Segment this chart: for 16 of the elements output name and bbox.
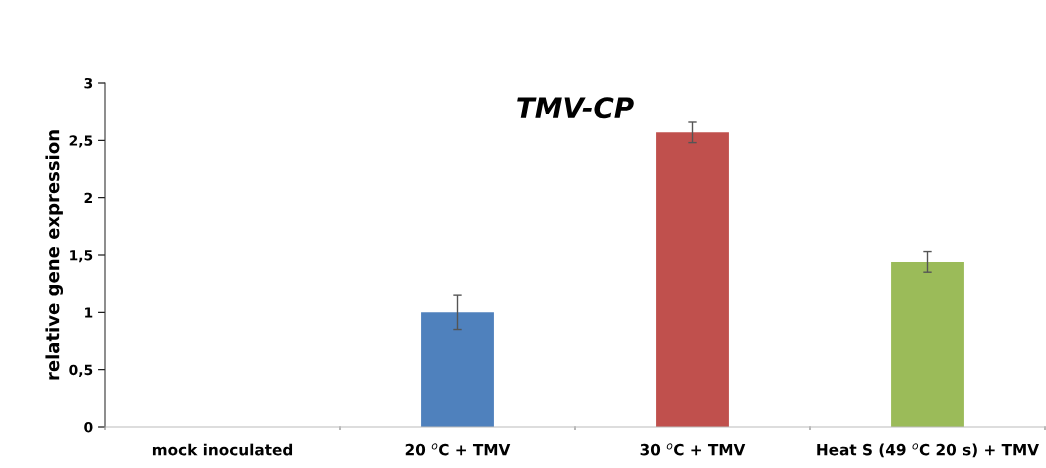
y-tick-label: 1,5 (70, 250, 93, 263)
bar (421, 312, 494, 427)
y-tick-label: 2 (84, 192, 92, 203)
x-tick-label: Heat S (49 $^{o}$C 20 s) + TMV (817, 443, 1039, 458)
y-tick-label: 0,5 (69, 364, 93, 377)
x-tick-label: mock inoculated (152, 443, 293, 456)
chart-title: TMV-CP (517, 97, 634, 119)
y-tick-label: 0 (84, 421, 93, 433)
y-tick-label: 2,5 (69, 135, 93, 148)
y-tick-label: 1 (85, 307, 93, 318)
y-axis-title: relative gene expression (45, 130, 64, 380)
x-tick-label: 20 $^{o}$C + TMV (405, 443, 511, 456)
bar (891, 261, 964, 427)
bar (656, 132, 729, 427)
x-tick-label: 30 $^{o}$C + TMV (640, 443, 746, 456)
y-tick-label: 3 (84, 77, 93, 89)
